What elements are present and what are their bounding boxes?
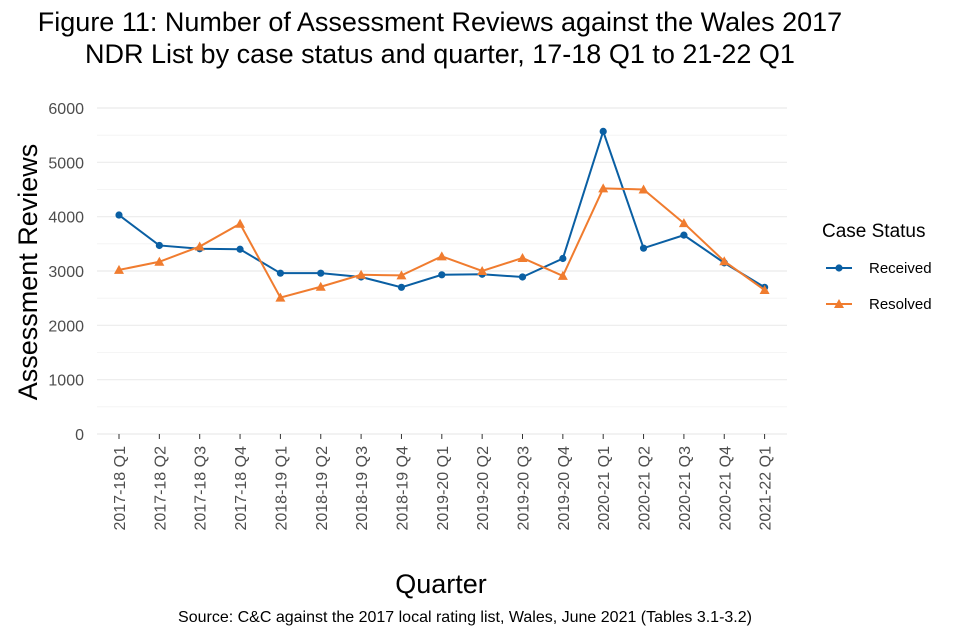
- x-tick-label: 2017-18 Q1: [112, 446, 129, 531]
- y-tick-label: 0: [75, 427, 84, 444]
- series-line-resolved: [118, 187, 766, 299]
- received-point: [317, 269, 325, 277]
- resolved-point: [598, 183, 609, 193]
- resolved-point: [719, 256, 730, 266]
- x-tick-label: 2017-18 Q2: [152, 446, 169, 531]
- y-tick-label: 3000: [48, 264, 84, 281]
- received-point: [518, 273, 527, 281]
- received-point: [559, 254, 567, 263]
- resolved-point: [477, 266, 488, 275]
- resolved-point: [557, 270, 568, 280]
- resolved-point: [154, 256, 165, 266]
- x-tick-label: 2019-20 Q2: [475, 446, 492, 531]
- resolved-point: [759, 285, 770, 295]
- resolved-point: [638, 184, 649, 194]
- resolved-point: [235, 218, 246, 228]
- y-tick-label: 6000: [48, 101, 84, 118]
- received-point: [680, 231, 688, 239]
- chart-title-line-1: Figure 11: Number of Assessment Reviews …: [37, 7, 843, 37]
- x-tick-label: 2019-20 Q4: [556, 446, 573, 531]
- series-resolved: [114, 183, 770, 302]
- received-point: [276, 269, 284, 277]
- series-received: [115, 127, 769, 291]
- resolved-point: [517, 252, 528, 262]
- received-point: [438, 271, 446, 279]
- y-tick-label: 5000: [48, 155, 84, 172]
- gridlines: [97, 107, 787, 435]
- resolved-point: [396, 270, 407, 280]
- resolved-point: [678, 218, 689, 228]
- received-point: [155, 241, 163, 250]
- y-axis-ticks: 0 1000 2000 3000 4000 5000 6000: [48, 101, 84, 444]
- legend-label-resolved: Resolved: [869, 296, 932, 313]
- x-tick-label: 2020-21 Q1: [596, 446, 613, 531]
- y-tick-label: 2000: [48, 318, 84, 335]
- x-tick-label: 2020-21 Q3: [677, 446, 694, 531]
- resolved-point: [356, 269, 367, 279]
- legend-marker-resolved: [834, 299, 844, 308]
- source-note: Source: C&C against the 2017 local ratin…: [178, 609, 752, 626]
- received-point: [599, 127, 607, 135]
- y-tick-label: 1000: [48, 373, 84, 390]
- y-axis-title: Assessment Reviews: [13, 144, 43, 401]
- received-point: [639, 244, 648, 252]
- x-tick-label: 2017-18 Q4: [233, 446, 250, 531]
- legend: Case Status Received Resolved: [822, 221, 932, 313]
- x-tick-label: 2017-18 Q3: [193, 446, 210, 531]
- chart-title: Figure 11: Number of Assessment Reviews …: [0, 6, 880, 70]
- x-tick-label: 2019-20 Q1: [435, 446, 452, 531]
- x-tick-label: 2020-21 Q2: [637, 446, 654, 531]
- x-tick-label: 2018-19 Q4: [394, 446, 411, 531]
- resolved-point: [436, 251, 447, 261]
- resolved-point: [194, 241, 205, 251]
- received-point: [397, 283, 406, 291]
- x-tick-label: 2018-19 Q3: [354, 446, 371, 531]
- received-point: [115, 211, 123, 219]
- legend-marker-received: [835, 264, 843, 272]
- resolved-point: [315, 281, 326, 291]
- received-point: [236, 245, 244, 253]
- x-tick-label: 2021-22 Q1: [758, 446, 775, 531]
- legend-title: Case Status: [822, 221, 926, 242]
- chart-title-line-2: NDR List by case status and quarter, 17-…: [85, 39, 795, 69]
- legend-label-received: Received: [869, 260, 932, 277]
- x-tick-label: 2018-19 Q2: [314, 446, 331, 531]
- x-tick-label: 2019-20 Q3: [516, 446, 533, 531]
- resolved-point: [114, 264, 124, 274]
- x-tick-label: 2018-19 Q1: [273, 446, 290, 531]
- y-tick-label: 4000: [48, 210, 84, 227]
- x-axis-ticks: 2017-18 Q1 2017-18 Q2 2017-18 Q3 2017-18 Q4…: [112, 434, 775, 531]
- series-group: [114, 127, 770, 302]
- x-axis-title: Quarter: [395, 569, 487, 599]
- resolved-point: [275, 292, 286, 302]
- x-tick-label: 2020-21 Q4: [717, 446, 734, 531]
